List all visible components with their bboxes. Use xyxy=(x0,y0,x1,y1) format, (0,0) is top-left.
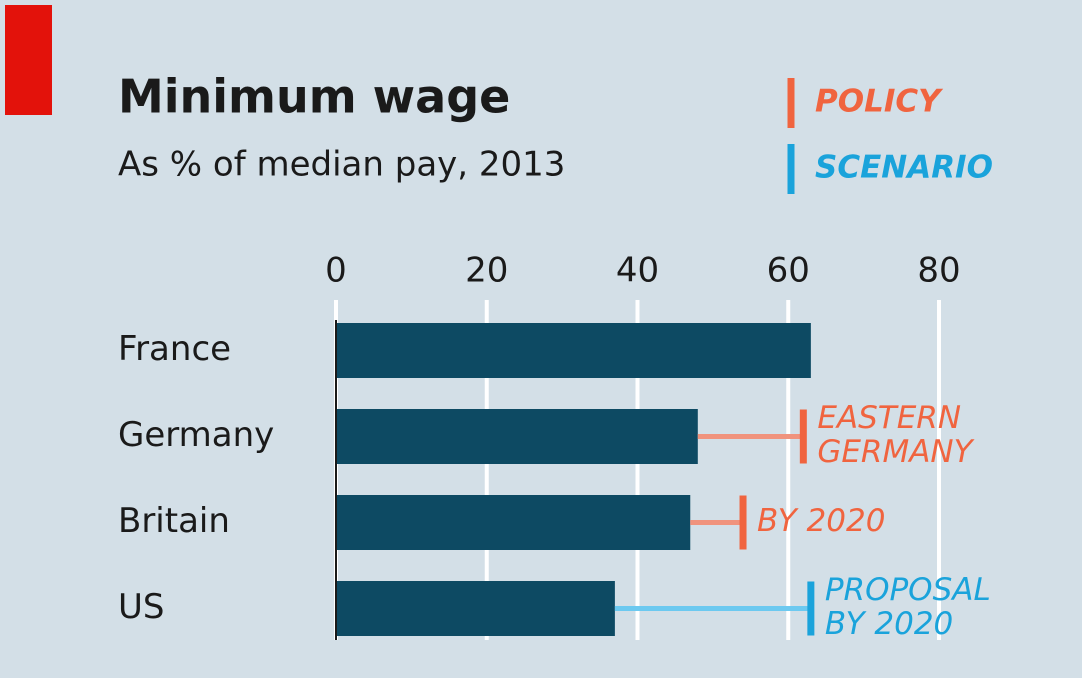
y-tick-label: Germany xyxy=(118,415,274,455)
bar xyxy=(336,323,811,378)
y-tick-label: France xyxy=(118,329,231,369)
annotation: EASTERN xyxy=(817,400,961,436)
annotation: BY 2020 xyxy=(825,606,953,642)
x-tick-label: 60 xyxy=(767,251,810,291)
x-tick-label: 20 xyxy=(465,251,508,291)
chart-subtitle: As % of median pay, 2013 xyxy=(118,145,565,185)
legend-label: SCENARIO xyxy=(815,150,993,186)
x-tick-label: 40 xyxy=(616,251,659,291)
x-tick-label: 80 xyxy=(917,251,960,291)
annotation: GERMANY xyxy=(817,434,974,470)
brand-block xyxy=(5,5,52,115)
x-tick-label: 0 xyxy=(325,251,347,291)
annotation: BY 2020 xyxy=(757,503,885,539)
bar xyxy=(336,409,698,464)
chart-title: Minimum wage xyxy=(118,70,510,124)
legend-label: POLICY xyxy=(815,84,944,120)
bar xyxy=(336,495,691,550)
bar xyxy=(336,581,615,636)
y-tick-label: US xyxy=(118,587,164,627)
annotation: PROPOSAL xyxy=(825,572,991,608)
y-tick-label: Britain xyxy=(118,501,230,541)
